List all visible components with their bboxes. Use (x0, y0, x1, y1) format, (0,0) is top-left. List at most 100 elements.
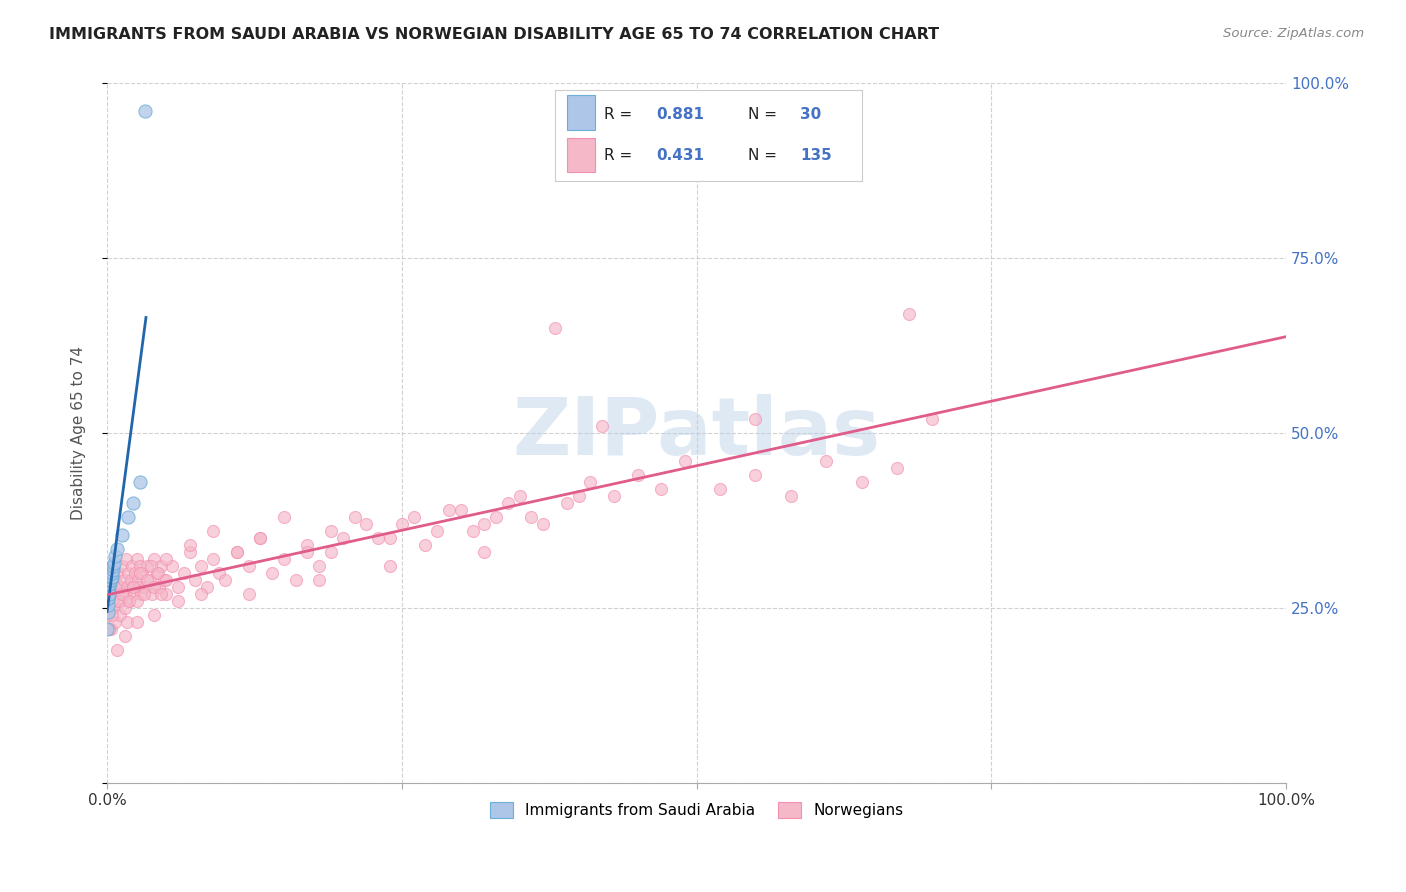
Point (155, 552, 177, 566)
Point (273, 510, 295, 524)
Point (115, 615, 138, 629)
Point (129, 559, 152, 574)
Point (744, 412, 766, 426)
Point (100, 569, 122, 583)
Point (146, 566, 169, 581)
Point (378, 531, 401, 545)
Point (101, 559, 124, 574)
Point (391, 517, 413, 532)
Point (101, 569, 124, 583)
Point (100, 622, 122, 636)
Point (115, 580, 138, 594)
Point (308, 559, 330, 574)
Point (98, 576, 121, 591)
Point (179, 538, 201, 552)
Point (103, 556, 125, 570)
Point (101, 608, 124, 623)
Point (101, 566, 124, 581)
Point (97, 587, 120, 601)
Point (143, 552, 166, 566)
Point (195, 580, 218, 594)
Point (107, 594, 129, 608)
Point (117, 510, 139, 524)
Point (143, 580, 166, 594)
Point (101, 601, 124, 615)
Point (115, 552, 138, 566)
Point (125, 552, 148, 566)
Point (461, 524, 484, 538)
Point (450, 503, 472, 517)
Point (225, 545, 247, 559)
Point (520, 510, 543, 524)
Point (122, 580, 145, 594)
Point (897, 307, 920, 321)
Point (190, 559, 212, 574)
Point (97, 608, 120, 623)
Point (97, 587, 120, 601)
Point (101, 594, 124, 608)
Point (101, 580, 124, 594)
Point (815, 454, 838, 468)
Point (155, 573, 177, 587)
Point (110, 580, 132, 594)
Point (472, 517, 495, 532)
Text: IMMIGRANTS FROM SAUDI ARABIA VS NORWEGIAN DISABILITY AGE 65 TO 74 CORRELATION CH: IMMIGRANTS FROM SAUDI ARABIA VS NORWEGIA… (49, 27, 939, 42)
Point (128, 580, 150, 594)
Point (709, 482, 731, 496)
Point (134, 580, 156, 594)
Point (160, 559, 183, 574)
Point (118, 594, 141, 608)
Point (145, 566, 167, 581)
Point (100, 601, 122, 615)
Point (744, 468, 766, 483)
Point (98, 622, 121, 636)
Point (531, 517, 554, 532)
Point (343, 510, 366, 524)
Point (122, 580, 145, 594)
Point (225, 545, 247, 559)
Point (98, 566, 121, 581)
Point (138, 573, 160, 587)
Point (124, 566, 146, 581)
Point (139, 559, 162, 574)
Point (415, 538, 437, 552)
Point (308, 573, 330, 587)
Point (101, 563, 124, 577)
Point (249, 531, 271, 545)
Point (886, 461, 908, 475)
Point (120, 573, 142, 587)
Point (105, 643, 128, 657)
Point (125, 615, 148, 629)
Point (402, 510, 425, 524)
Point (208, 566, 231, 581)
Point (103, 559, 125, 574)
Point (485, 510, 508, 524)
Point (108, 580, 131, 594)
Point (319, 524, 342, 538)
Point (108, 608, 131, 623)
Point (184, 573, 207, 587)
Point (132, 587, 155, 601)
Point (544, 321, 567, 335)
Point (426, 524, 449, 538)
Point (591, 419, 613, 434)
Y-axis label: Disability Age 65 to 74: Disability Age 65 to 74 (72, 346, 86, 520)
Point (214, 573, 236, 587)
Point (98, 576, 121, 591)
Point (249, 531, 271, 545)
Point (190, 587, 212, 601)
Point (104, 549, 127, 563)
Point (851, 475, 873, 490)
Point (112, 573, 135, 587)
Point (129, 587, 152, 601)
Point (98, 573, 121, 587)
Point (332, 531, 354, 545)
Point (117, 566, 139, 581)
Point (97, 598, 120, 612)
Point (111, 527, 134, 541)
Point (98, 569, 121, 583)
Point (100, 566, 122, 581)
Point (166, 594, 188, 608)
Point (238, 559, 260, 574)
Point (111, 587, 134, 601)
